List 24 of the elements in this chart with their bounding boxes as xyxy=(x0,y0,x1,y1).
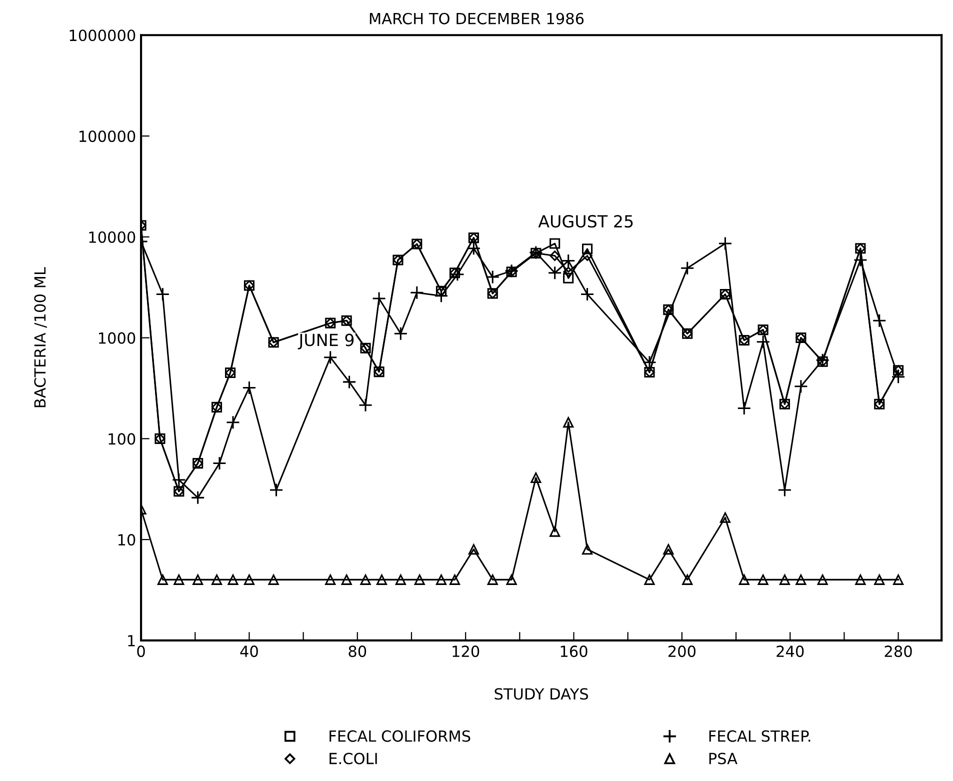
y-axis-title: BACTERIA /100 ML xyxy=(34,267,47,408)
x-tick-label: 0 xyxy=(137,646,145,658)
legend-label: FECAL STREP. xyxy=(709,730,810,742)
x-tick-label: 200 xyxy=(668,646,696,658)
x-tick-label: 280 xyxy=(884,646,912,658)
x-tick-label: 160 xyxy=(560,646,588,658)
y-tick-label: 1 xyxy=(128,635,135,646)
legend-label: PSA xyxy=(709,752,738,764)
annotation: JUNE 9 xyxy=(298,334,354,350)
x-tick-label: 80 xyxy=(348,646,366,658)
y-tick-label: 10000 xyxy=(89,231,136,243)
y-tick-label: 10 xyxy=(118,534,136,546)
chart-title: MARCH TO DECEMBER 1986 xyxy=(370,12,584,24)
y-tick-label: 1000 xyxy=(98,332,136,344)
legend-label: FECAL COLIFORMS xyxy=(330,730,470,742)
y-tick-label: 1000000 xyxy=(70,30,136,42)
y-tick-label: 100 xyxy=(108,433,136,445)
x-axis-title: STUDY DAYS xyxy=(494,688,588,700)
x-tick-label: 240 xyxy=(776,646,804,658)
y-tick-label: 100000 xyxy=(80,130,136,142)
x-tick-label: 40 xyxy=(240,646,258,658)
annotation: AUGUST 25 xyxy=(538,215,633,228)
legend-label: E.COLI xyxy=(330,752,377,764)
x-tick-label: 120 xyxy=(452,646,480,658)
